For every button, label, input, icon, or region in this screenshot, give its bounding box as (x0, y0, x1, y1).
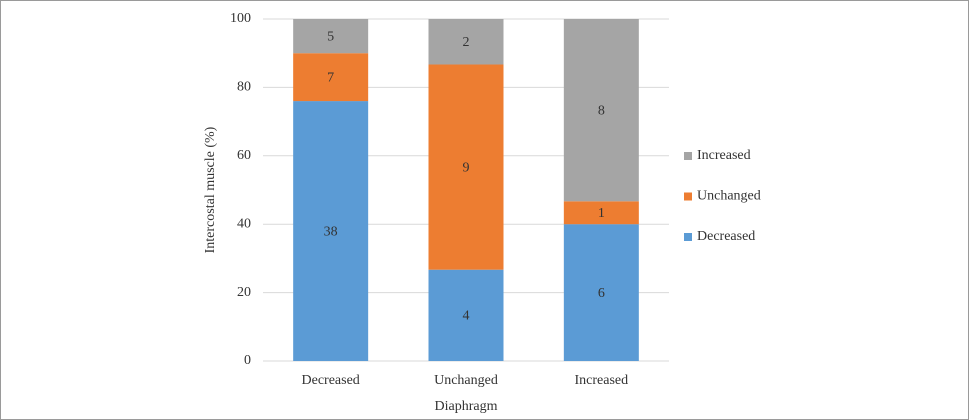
y-tick-label: 0 (244, 353, 251, 368)
data-label: 8 (598, 103, 605, 118)
bar-segment (293, 53, 369, 102)
bar-segment (563, 224, 639, 361)
legend-label: Decreased (697, 229, 755, 244)
data-label: 1 (598, 206, 605, 221)
data-label: 38 (324, 224, 338, 239)
legend-swatch (684, 192, 692, 201)
y-tick-label: 80 (237, 80, 251, 95)
bar-segment (293, 101, 369, 361)
data-label: 7 (327, 70, 334, 85)
bar-segment (428, 64, 504, 270)
y-tick-label: 20 (237, 285, 251, 300)
data-label: 5 (327, 29, 334, 44)
legend-label: Unchanged (697, 189, 761, 204)
data-label: 4 (463, 309, 470, 324)
y-axis-label: Intercostal muscle (%) (203, 126, 218, 253)
y-tick-label: 60 (237, 148, 251, 163)
x-tick-label: Decreased (302, 373, 360, 388)
bar-segment (428, 269, 504, 361)
bar-segment (428, 19, 504, 65)
x-tick-label: Increased (575, 373, 629, 388)
data-label: 9 (463, 160, 470, 175)
legend-label: Increased (697, 148, 751, 163)
x-axis-label: Diaphragm (435, 399, 498, 414)
y-tick-label: 100 (230, 11, 251, 26)
bar-segment (563, 19, 639, 202)
legend-swatch (684, 152, 692, 160)
legend-swatch (684, 233, 692, 241)
bar-segment (563, 201, 639, 225)
x-tick-label: Unchanged (434, 373, 498, 388)
data-label: 6 (598, 286, 605, 301)
y-tick-label: 40 (237, 216, 251, 231)
data-label: 2 (463, 35, 470, 50)
bar-segment (293, 19, 369, 54)
